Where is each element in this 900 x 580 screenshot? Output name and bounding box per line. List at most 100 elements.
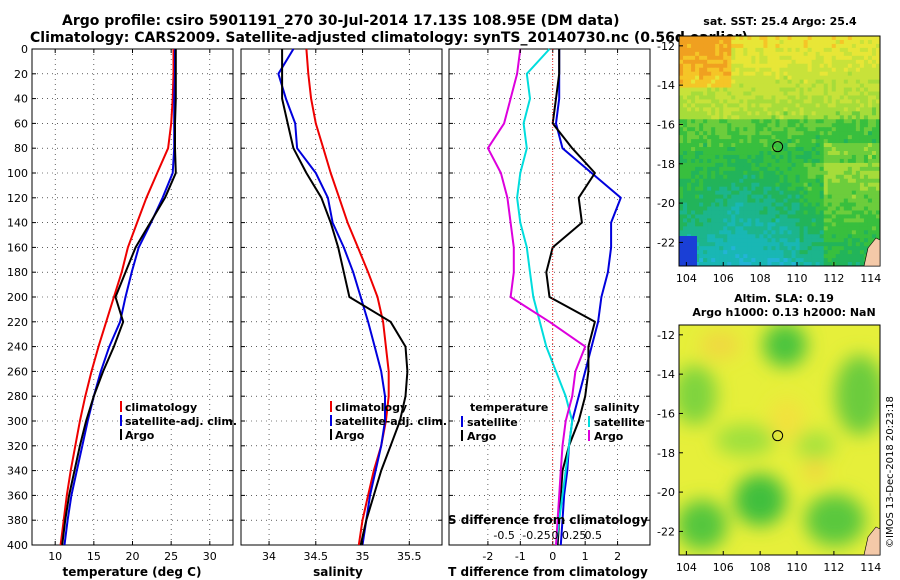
sst-cell bbox=[739, 198, 744, 203]
sst-cell bbox=[755, 119, 760, 124]
sst-cell bbox=[859, 131, 865, 136]
sst-cell bbox=[787, 103, 792, 108]
sst-cell bbox=[743, 230, 748, 235]
sst-cell bbox=[791, 91, 796, 96]
y-tick-label: 20 bbox=[14, 68, 28, 81]
sst-cell bbox=[735, 238, 740, 243]
sst-cell bbox=[751, 91, 756, 96]
sst-cell bbox=[691, 222, 696, 227]
sst-cell bbox=[823, 162, 829, 168]
sst-cell bbox=[763, 218, 768, 223]
sst-cell bbox=[703, 127, 708, 132]
sst-cell bbox=[687, 151, 692, 156]
sst-cell bbox=[699, 59, 704, 65]
sst-cell bbox=[859, 206, 865, 211]
sst-cell bbox=[751, 119, 756, 124]
sst-cell bbox=[839, 154, 845, 160]
sst-cell bbox=[847, 222, 853, 227]
sst-cell bbox=[735, 182, 740, 188]
sst-cell bbox=[871, 99, 877, 104]
sst-cell bbox=[687, 170, 692, 176]
sst-cell bbox=[723, 131, 728, 136]
sst-cell bbox=[875, 226, 880, 231]
sst-cell bbox=[843, 103, 849, 108]
sst-cell bbox=[763, 214, 768, 219]
sst-cell bbox=[747, 143, 752, 148]
sst-cell bbox=[751, 202, 756, 207]
sst-cell bbox=[775, 242, 780, 247]
sst-cell bbox=[687, 135, 692, 140]
sst-cell bbox=[811, 166, 817, 172]
sst-cell bbox=[867, 115, 873, 120]
sst-cell bbox=[679, 71, 684, 77]
sst-cell bbox=[803, 147, 809, 152]
sst-cell bbox=[707, 246, 712, 251]
sst-cell bbox=[771, 123, 776, 128]
x-tick-label: 1 bbox=[582, 550, 589, 563]
sst-cell bbox=[727, 99, 732, 104]
sst-cell bbox=[699, 198, 704, 203]
map-y-tick-label: -12 bbox=[657, 40, 675, 53]
sst-cell bbox=[723, 87, 728, 92]
sst-cell bbox=[771, 63, 776, 69]
sst-cell bbox=[755, 151, 760, 156]
sst-cell bbox=[731, 230, 736, 235]
sst-cell bbox=[843, 178, 849, 184]
sst-cell bbox=[791, 131, 796, 136]
sst-cell bbox=[823, 107, 829, 112]
sst-cell bbox=[691, 83, 696, 88]
sst-cell bbox=[707, 91, 712, 96]
sst-cell bbox=[859, 234, 865, 239]
sst-cell bbox=[759, 214, 764, 219]
sst-cell bbox=[723, 258, 728, 263]
sst-cell bbox=[779, 218, 784, 223]
sst-cell bbox=[759, 210, 764, 215]
sst-cell bbox=[711, 71, 716, 77]
sst-cell bbox=[719, 214, 724, 219]
sst-cell bbox=[699, 238, 704, 243]
sst-cell bbox=[683, 222, 688, 227]
sst-cell bbox=[739, 103, 744, 108]
sst-cell bbox=[823, 115, 829, 120]
sst-cell bbox=[703, 174, 708, 180]
sst-cell bbox=[715, 83, 720, 88]
sst-cell bbox=[863, 99, 869, 104]
sst-cell bbox=[871, 135, 877, 140]
sst-cell bbox=[819, 127, 825, 132]
sst-cell bbox=[831, 111, 837, 116]
sst-cell bbox=[815, 51, 821, 57]
sst-cell bbox=[719, 51, 724, 57]
sst-cell bbox=[851, 166, 857, 172]
sst-cell bbox=[863, 103, 869, 108]
sst-cell bbox=[787, 99, 792, 104]
difference-legend: temperature salinity satellite Argo sate… bbox=[461, 401, 645, 443]
sst-cell bbox=[767, 63, 772, 69]
sst-cell bbox=[691, 43, 696, 49]
sst-cell bbox=[807, 139, 813, 144]
sst-cell bbox=[791, 206, 796, 211]
sst-cell bbox=[871, 190, 877, 196]
sst-cell bbox=[739, 158, 744, 164]
sst-cell bbox=[827, 234, 833, 239]
sst-cell bbox=[739, 119, 744, 124]
sst-cell bbox=[835, 242, 841, 247]
sla-map-title-line2: Argo h1000: 0.13 h2000: NaN bbox=[692, 306, 875, 319]
sst-cell bbox=[799, 190, 805, 196]
sst-cell bbox=[755, 91, 760, 96]
sst-cell bbox=[707, 47, 712, 53]
sst-cell bbox=[691, 123, 696, 128]
sst-cell bbox=[847, 87, 853, 92]
sst-cell bbox=[799, 43, 805, 49]
sst-cell bbox=[847, 230, 853, 235]
sst-cell bbox=[823, 111, 829, 116]
sst-cell bbox=[855, 91, 861, 96]
sst-cell bbox=[683, 75, 688, 81]
sst-cell bbox=[819, 226, 825, 231]
sst-cell bbox=[763, 162, 768, 168]
sst-cell bbox=[843, 51, 849, 57]
sst-cell bbox=[839, 47, 845, 53]
sst-cell bbox=[723, 170, 728, 176]
sst-cell bbox=[767, 174, 772, 180]
sst-cell bbox=[823, 43, 829, 49]
sst-cell bbox=[767, 250, 772, 255]
